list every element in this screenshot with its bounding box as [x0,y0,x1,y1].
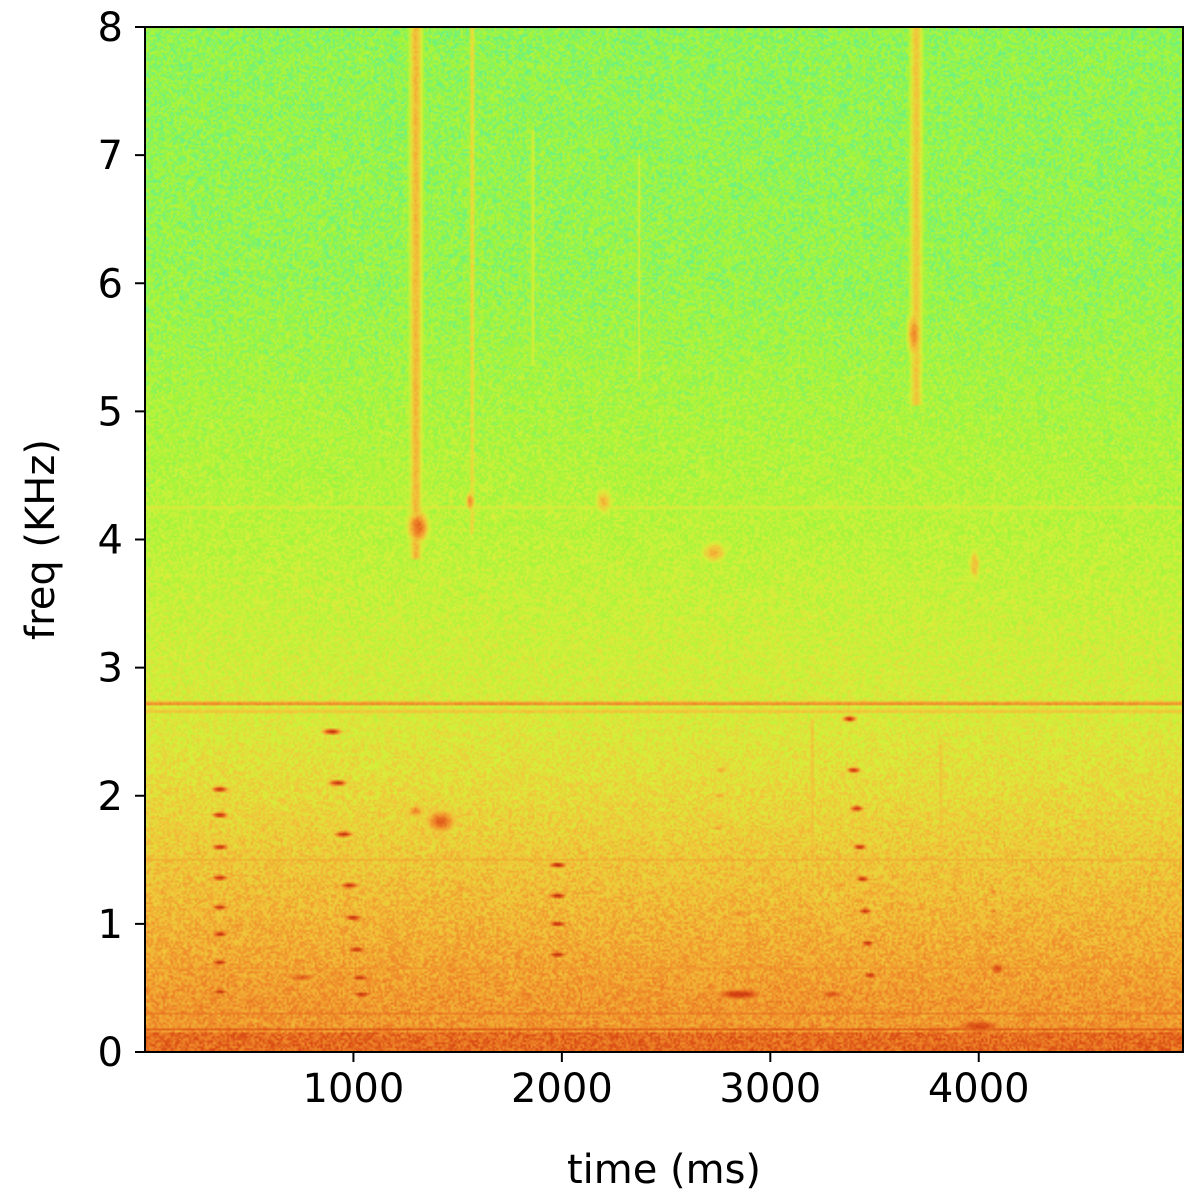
y-tick-label: 8 [98,5,123,51]
y-tick-label: 3 [98,646,123,692]
y-tick-label: 1 [98,902,123,948]
y-tick-label: 6 [98,261,123,307]
x-axis-label: time (ms) [567,1147,761,1193]
x-tick-label: 4000 [928,1066,1030,1112]
spectrogram-heatmap [145,27,1183,1052]
y-axis-ticks: 0 1 2 3 4 5 6 7 8 [98,5,145,1076]
x-axis-ticks: 1000 2000 3000 4000 [303,1052,1030,1112]
y-axis-label: freq (KHz) [18,439,64,640]
y-tick-label: 4 [98,518,123,564]
y-tick-label: 2 [98,774,123,820]
y-tick-label: 5 [98,389,123,435]
y-tick-label: 7 [98,133,123,179]
y-tick-label: 0 [98,1030,123,1076]
x-tick-label: 3000 [719,1066,821,1112]
x-tick-label: 1000 [303,1066,405,1112]
x-tick-label: 2000 [511,1066,613,1112]
